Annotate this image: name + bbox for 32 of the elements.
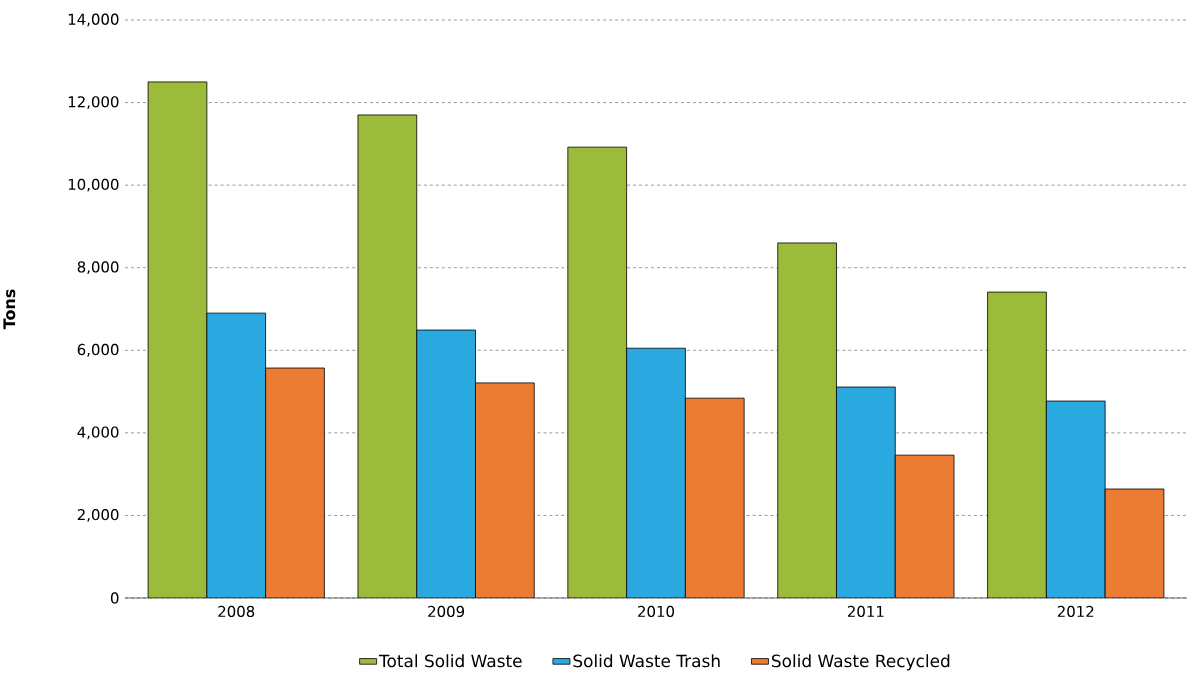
x-tick-label: 2009 [428, 605, 465, 618]
bar [1045, 400, 1106, 598]
legend-label: Solid Waste Recycled [771, 654, 950, 671]
bar [987, 291, 1047, 598]
x-tick-label: 2012 [1057, 605, 1094, 618]
y-axis-title: Tons [3, 289, 16, 330]
bar [777, 242, 837, 598]
bar [147, 81, 208, 598]
y-tick-label: 0 [110, 592, 119, 604]
y-tick-label: 10,000 [68, 178, 119, 192]
y-tick-label: 14,000 [68, 13, 119, 27]
x-tick-label: 2011 [847, 605, 884, 618]
bar [684, 397, 745, 598]
y-tick-label: 2,000 [77, 509, 119, 522]
bar [416, 329, 476, 598]
y-tick-label: 6,000 [77, 343, 119, 357]
bar [1104, 488, 1165, 598]
bar [567, 146, 628, 598]
bar [475, 382, 535, 598]
legend-label: Total Solid Waste [378, 654, 522, 668]
y-tick-label: 12,000 [68, 96, 119, 109]
legend-label: Solid Waste Trash [573, 654, 720, 668]
bar [357, 114, 418, 598]
x-tick-label: 2008 [218, 605, 255, 618]
bar [836, 386, 896, 598]
y-tick-label: 4,000 [77, 426, 119, 440]
bar [894, 454, 955, 598]
bar [626, 347, 686, 598]
y-tick-label: 8,000 [77, 261, 119, 275]
x-tick-label: 2010 [638, 605, 674, 618]
bar [265, 367, 325, 598]
bar [206, 312, 267, 598]
